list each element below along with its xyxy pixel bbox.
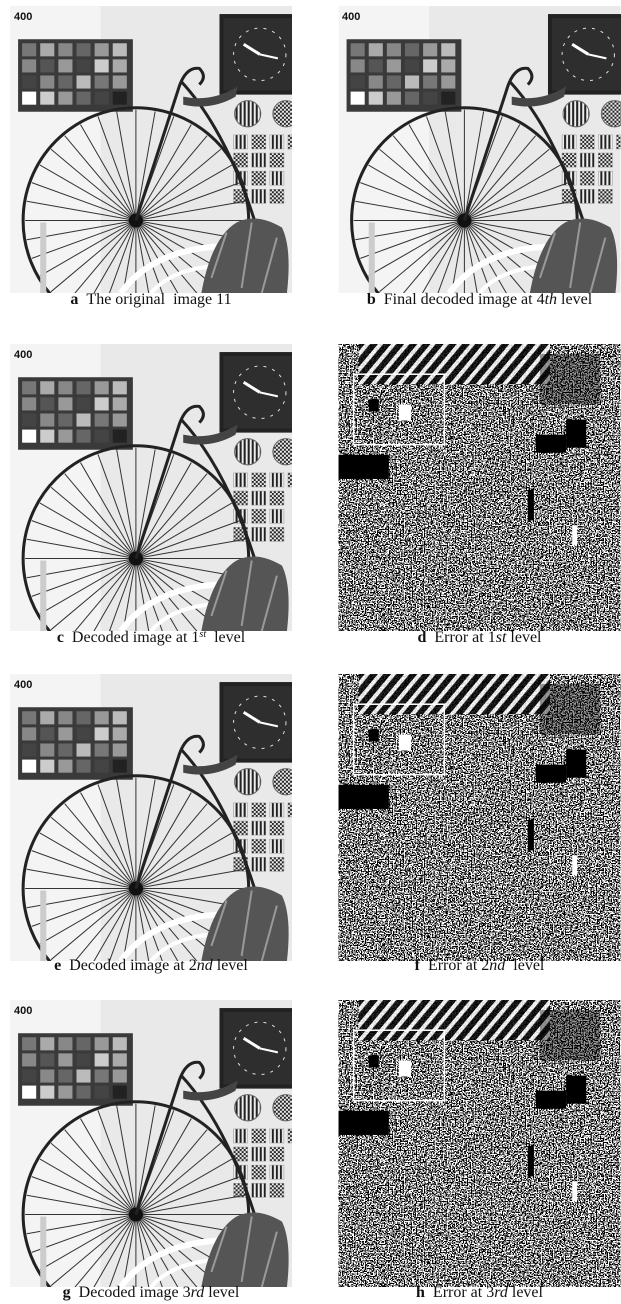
caption-part: nd [489, 957, 506, 974]
panel-letter: b [367, 291, 376, 308]
panel: h Error at 3rd level [339, 1000, 621, 1301]
photo [10, 6, 300, 333]
caption-part: nd [197, 957, 214, 974]
caption-part: Error at 3 [433, 1284, 494, 1301]
image-label: 400 [14, 11, 32, 23]
caption: d Error at 1st level [418, 629, 543, 646]
caption-part: Decoded image at 2 [69, 957, 197, 974]
caption-part: level [506, 629, 542, 646]
caption-part: th [545, 291, 557, 308]
photo [10, 674, 300, 1001]
caption-part: Decoded image at 1 [72, 629, 200, 646]
error-map [339, 344, 621, 631]
caption-part: Decoded image 3 [79, 1284, 191, 1301]
panel-letter: a [70, 291, 78, 308]
caption: h Error at 3rd level [416, 1284, 544, 1301]
caption-part: level [557, 291, 593, 308]
panel: 400 a The original image 11 [10, 6, 300, 333]
caption-part: rd [191, 1284, 206, 1301]
caption-part: Final decoded image at 4 [384, 291, 545, 308]
panel-letter: d [418, 629, 427, 646]
panel: 400 b Final decoded image at 4th level [339, 6, 621, 333]
panel-letter: c [57, 629, 64, 646]
photo [339, 6, 621, 333]
photo [10, 1000, 300, 1304]
caption-part: st [496, 629, 507, 646]
caption-part: level [505, 957, 545, 974]
error-map [339, 674, 621, 961]
image-label: 400 [14, 1005, 32, 1017]
caption-part: level [508, 1284, 544, 1301]
panel-letter: f [415, 957, 421, 974]
panel: 400 g Decoded image 3rd level [10, 1000, 300, 1304]
image-label: 400 [14, 679, 32, 691]
panel-letter: g [63, 1284, 71, 1301]
panel-letter: e [54, 957, 61, 974]
figure: 400 a The original image 11 400 b Final decod… [0, 0, 621, 1304]
caption: f Error at 2nd level [415, 957, 545, 974]
panel: d Error at 1st level [339, 344, 621, 646]
caption: a The original image 11 [70, 291, 231, 308]
panel-letter: h [416, 1284, 425, 1301]
caption: b Final decoded image at 4th level [367, 291, 593, 308]
caption: e Decoded image at 2nd level [54, 957, 248, 974]
photo [10, 344, 300, 671]
caption-part: rd [494, 1284, 509, 1301]
caption-part: level [213, 957, 249, 974]
panel: 400 e Decoded image at 2nd level [10, 674, 300, 1001]
error-map [339, 1000, 621, 1287]
image-label: 400 [14, 349, 32, 361]
caption-part: level [204, 1284, 240, 1301]
panel: f Error at 2nd level [339, 674, 621, 974]
caption-part: The original image 11 [86, 291, 231, 308]
image-label: 400 [342, 11, 360, 23]
caption: g Decoded image 3rd level [63, 1284, 240, 1301]
caption-part: Error at 2 [428, 957, 489, 974]
caption-part: level [206, 629, 246, 646]
caption-part: Error at 1 [434, 629, 495, 646]
